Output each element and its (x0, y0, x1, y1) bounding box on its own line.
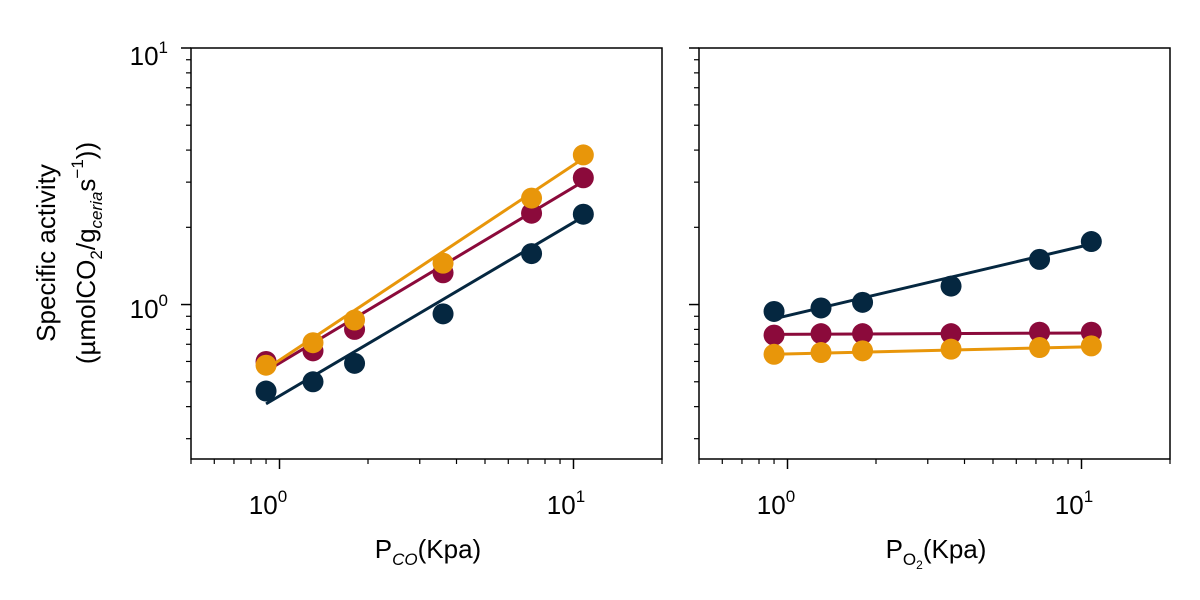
y-axis-label-line2: (µmolCO2/gcerias−1)) (68, 142, 106, 364)
data-point-series-1 (940, 323, 962, 345)
data-point-series-2 (432, 303, 454, 325)
data-point-series-1 (810, 323, 832, 345)
right-xtick-label-1: 101 (1055, 487, 1093, 520)
data-point-series-2 (852, 340, 874, 362)
data-point-series-1 (255, 354, 277, 376)
y-axis-label: Specific activity (µmolCO2/gcerias−1)) (31, 142, 106, 364)
data-point-series-1 (572, 144, 594, 166)
data-point-series-0 (1029, 248, 1051, 270)
data-point-series-0 (940, 275, 962, 297)
data-point-series-0 (763, 300, 785, 322)
left-xtick-label-0: 100 (249, 487, 287, 520)
left-xtick-label-1: 101 (547, 487, 585, 520)
left-plot-marks (255, 144, 594, 406)
data-point-series-0 (1080, 231, 1102, 253)
data-point-series-2 (255, 380, 277, 402)
left-x-axis-label: PCO(Kpa) (375, 534, 481, 569)
y-axis-label-line1: Specific activity (31, 164, 61, 342)
right-panel: 100 101 PO2(Kpa) (689, 47, 1171, 572)
right-xtick-label-0: 100 (757, 487, 795, 520)
data-point-series-0 (852, 291, 874, 313)
data-point-series-0 (521, 202, 543, 224)
data-point-series-2 (1029, 337, 1051, 359)
left-ytick-label-1: 101 (130, 38, 168, 71)
right-x-axis-label: PO2(Kpa) (886, 534, 987, 572)
left-plot-ticks (181, 47, 663, 469)
data-point-series-2 (344, 352, 366, 374)
data-point-series-1 (302, 332, 324, 354)
data-point-series-2 (572, 203, 594, 225)
data-point-series-0 (572, 167, 594, 189)
data-point-series-2 (302, 371, 324, 393)
right-plot-marks (763, 231, 1102, 365)
left-panel: 100 101 100 101 PCO(Kpa) Specific activi… (31, 38, 663, 569)
data-point-series-1 (521, 187, 543, 209)
left-plot-frame (190, 47, 663, 460)
data-point-series-1 (344, 309, 366, 331)
data-point-series-1 (763, 324, 785, 346)
right-plot-frame (698, 47, 1171, 460)
data-point-series-2 (810, 342, 832, 364)
data-point-series-0 (810, 297, 832, 319)
data-point-series-2 (940, 338, 962, 360)
left-ytick-label-0: 100 (130, 291, 168, 324)
data-point-series-2 (521, 243, 543, 265)
data-point-series-1 (432, 252, 454, 274)
data-point-series-1 (852, 323, 874, 345)
data-point-series-1 (1029, 321, 1051, 343)
data-point-series-2 (763, 343, 785, 365)
right-plot-ticks (689, 47, 1171, 469)
data-point-series-2 (1080, 335, 1102, 357)
